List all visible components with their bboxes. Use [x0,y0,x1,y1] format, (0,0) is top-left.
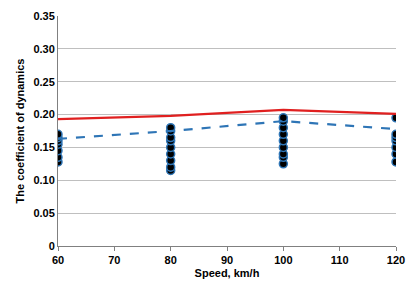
svg-text:100: 100 [274,254,292,266]
svg-text:The coefficient of dynamics: The coefficient of dynamics [14,59,26,204]
svg-text:120: 120 [387,254,405,266]
svg-text:0.05: 0.05 [33,207,54,219]
svg-text:0.35: 0.35 [33,10,54,22]
svg-text:0.10: 0.10 [33,174,54,186]
svg-text:0.25: 0.25 [33,76,54,88]
svg-text:0.15: 0.15 [33,141,54,153]
svg-text:110: 110 [331,254,349,266]
svg-text:60: 60 [52,254,64,266]
svg-text:0.20: 0.20 [33,108,54,120]
svg-text:Speed, km/h: Speed, km/h [195,267,260,279]
svg-text:90: 90 [221,254,233,266]
svg-text:70: 70 [108,254,120,266]
svg-text:0.30: 0.30 [33,43,54,55]
svg-text:0: 0 [49,240,55,252]
svg-text:80: 80 [165,254,177,266]
